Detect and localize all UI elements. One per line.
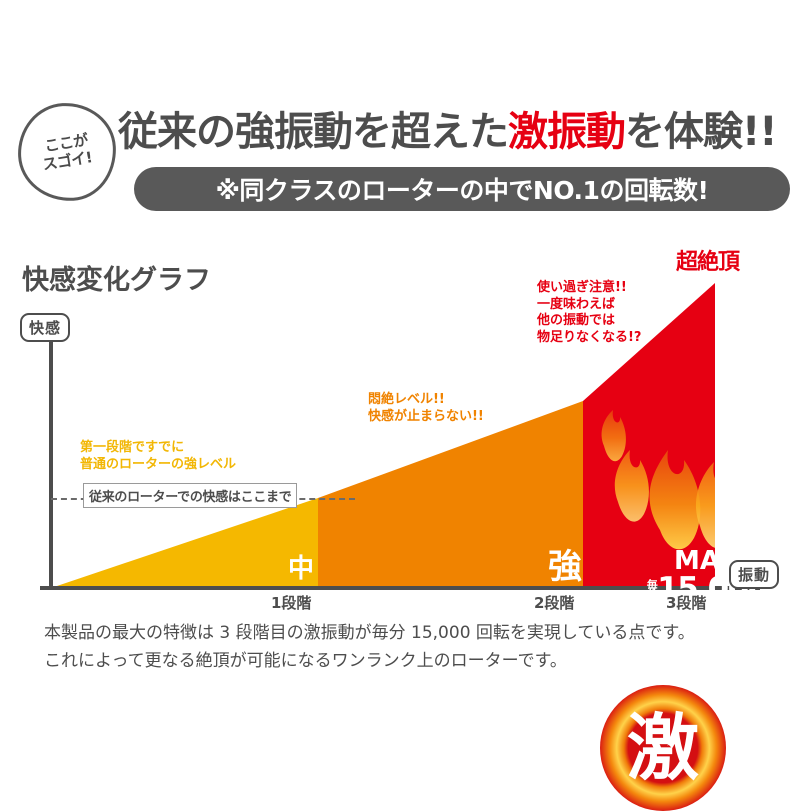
x-tick-1: 1段階 bbox=[271, 594, 312, 612]
flame-graphics bbox=[601, 410, 715, 550]
chart-svg bbox=[40, 283, 760, 590]
annotation-stage3-line4: 物足りなくなる!? bbox=[537, 329, 642, 345]
sub-banner-text: ※同クラスのローターの中でNO.1の回転数! bbox=[215, 176, 709, 205]
geki-character: 激 bbox=[626, 706, 699, 790]
chart-title: 快感変化グラフ bbox=[22, 265, 211, 296]
reference-line-caption: 従来のローターでの快感はここまで bbox=[83, 483, 298, 508]
flame-ring-icon bbox=[600, 685, 726, 811]
peak-label: 超絶頂 bbox=[676, 250, 740, 275]
annotation-stage2: 悶絶レベル!! 快感が止まらない!! bbox=[368, 392, 484, 425]
annotation-stage1-line1: 第一段階ですでに bbox=[80, 440, 185, 455]
footer-line-1: 本製品の最大の特徴は 3 段階目の激振動が毎分 15,000 回転を実現している… bbox=[44, 623, 695, 643]
annotation-stage3-line3: 他の振動では bbox=[537, 313, 616, 329]
sub-banner: ※同クラスのローターの中でNO.1の回転数! bbox=[134, 167, 790, 211]
max-rpm-badge: MAX 毎分 15,000 回転 bbox=[645, 548, 769, 628]
koko-ga-sugoi-badge: ここが スゴイ! bbox=[15, 100, 119, 204]
band-label-mid: 中 bbox=[288, 554, 315, 584]
max-unit-prefix: 毎分 bbox=[645, 579, 659, 597]
main-title-part-2: を体験!! bbox=[625, 109, 777, 155]
pleasure-chart: 激 MAX 毎分 15,000 回転 bbox=[0, 230, 800, 811]
max-unit-suffix: 回転 bbox=[686, 604, 728, 628]
geki-emblem: 激 bbox=[600, 685, 726, 811]
header-section: ここが スゴイ! 従来の強振動を超えた激振動を体験!! ※同クラスのローターの中… bbox=[0, 0, 800, 211]
y-axis-label: 快感 bbox=[20, 313, 71, 342]
annotation-stage3-line1: 使い過ぎ注意!! bbox=[537, 280, 627, 295]
annotation-stage3: 使い過ぎ注意!! 一度味わえば 他の振動では 物足りなくなる!? bbox=[537, 280, 641, 347]
annotation-stage2-line1: 悶絶レベル!! bbox=[368, 392, 445, 407]
stage2-area bbox=[318, 401, 583, 588]
annotation-stage1: 第一段階ですでに 普通のローターの強レベル bbox=[80, 440, 236, 473]
footer-line-2: これによって更なる絶頂が可能になるワンランク上のローターです。 bbox=[44, 650, 567, 671]
x-axis-label: 振動 bbox=[729, 560, 780, 589]
stage1-area bbox=[51, 498, 318, 588]
main-title-part-1: 従来の強振動を超えた bbox=[118, 109, 509, 155]
main-title-highlight: 激振動 bbox=[508, 109, 626, 155]
annotation-stage2-line2: 快感が止まらない!! bbox=[368, 408, 484, 424]
annotation-stage1-line2: 普通のローターの強レベル bbox=[80, 456, 237, 472]
x-tick-3: 3段階 bbox=[666, 594, 707, 612]
x-tick-2: 2段階 bbox=[534, 594, 575, 612]
main-title: 従来の強振動を超えた激振動を体験!! bbox=[118, 104, 790, 160]
band-label-strong: 強 bbox=[548, 547, 582, 587]
annotation-stage3-line2: 一度味わえば bbox=[537, 296, 616, 312]
footer-description: 本製品の最大の特徴は 3 段階目の激振動が毎分 15,000 回転を実現している… bbox=[44, 620, 764, 675]
